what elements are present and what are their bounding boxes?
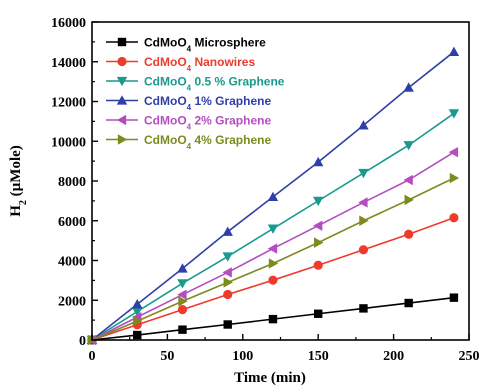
- data-point: [314, 237, 324, 248]
- data-point: [177, 289, 187, 300]
- data-point: [177, 279, 188, 289]
- x-axis-title: Time (min): [234, 370, 306, 386]
- data-point: [403, 141, 414, 151]
- data-point: [403, 82, 414, 92]
- data-point: [314, 309, 323, 318]
- data-point: [267, 224, 279, 234]
- data-point: [222, 267, 232, 278]
- legend-marker: [116, 95, 128, 105]
- data-point: [404, 194, 414, 206]
- x-tick-label: 100: [232, 349, 253, 364]
- data-point: [358, 120, 369, 130]
- data-point: [223, 320, 232, 329]
- data-point: [404, 298, 413, 308]
- data-point: [448, 146, 459, 158]
- legend-item: CdMoO4 Nanowires: [106, 55, 255, 73]
- legend-item: CdMoO4 2% Graphene: [106, 114, 271, 132]
- legend-item: CdMoO4 0.5 % Graphene: [106, 75, 285, 93]
- series-3: [86, 46, 460, 345]
- data-point: [267, 243, 278, 254]
- y-tick-label: 6000: [58, 215, 86, 230]
- data-point: [313, 220, 323, 231]
- data-point: [268, 314, 278, 324]
- legend-marker: [116, 76, 128, 87]
- data-point: [178, 325, 187, 334]
- data-point: [268, 258, 279, 269]
- y-tick-label: 16000: [51, 16, 86, 31]
- legend-label: CdMoO4 4% Graphene: [144, 133, 271, 151]
- legend-marker: [117, 56, 127, 67]
- data-point: [359, 304, 368, 313]
- data-point: [448, 46, 460, 56]
- data-point: [313, 156, 324, 167]
- data-point: [267, 191, 279, 202]
- data-point: [268, 275, 278, 285]
- data-point: [358, 168, 369, 179]
- legend-marker: [117, 37, 127, 47]
- x-tick-label: 250: [459, 349, 480, 364]
- x-tick-label: 50: [160, 349, 174, 364]
- legend-marker: [117, 134, 128, 145]
- data-point: [222, 252, 233, 262]
- data-point: [404, 229, 414, 239]
- legend-marker: [116, 114, 127, 126]
- data-point: [313, 196, 324, 207]
- data-point: [449, 172, 460, 184]
- data-point: [132, 299, 143, 309]
- y-tick-label: 10000: [51, 135, 86, 150]
- legend-item: CdMoO4 4% Graphene: [106, 133, 271, 151]
- legend-item: CdMoO4 Microsphere: [106, 36, 266, 54]
- data-point: [358, 197, 368, 208]
- data-point: [359, 215, 369, 226]
- y-tick-label: 8000: [58, 175, 86, 190]
- legend-label: CdMoO4 Microsphere: [144, 36, 266, 54]
- legend-label: CdMoO4 Nanowires: [144, 55, 255, 73]
- legend-label: CdMoO4 0.5 % Graphene: [144, 75, 285, 93]
- data-point: [133, 330, 142, 340]
- data-point: [177, 304, 188, 315]
- data-point: [133, 315, 143, 327]
- data-point: [449, 213, 459, 223]
- data-point: [403, 174, 413, 186]
- data-point: [178, 296, 188, 307]
- data-point: [223, 289, 233, 300]
- x-tick-label: 0: [89, 349, 96, 364]
- legend-label: CdMoO4 2% Graphene: [144, 114, 271, 132]
- legend-label: CdMoO4 1% Graphene: [144, 94, 271, 112]
- data-point: [448, 109, 460, 119]
- y-tick-label: 2000: [58, 294, 86, 309]
- x-tick-label: 150: [308, 349, 329, 364]
- data-point: [223, 277, 233, 288]
- ticks-layer: 0 50 100 150 200 250 0 2000 4000 6000 8000 10000 120…: [51, 16, 480, 364]
- series-4: [86, 146, 459, 346]
- data-point: [449, 293, 459, 302]
- legend-item: CdMoO4 1% Graphene: [106, 94, 271, 112]
- series-5: [87, 172, 460, 346]
- data-point: [313, 260, 323, 270]
- series-2: [86, 109, 460, 346]
- y-axis-title: H2 (µMole): [8, 145, 29, 217]
- series-layer: [86, 46, 460, 346]
- data-point: [177, 263, 188, 273]
- data-point: [132, 307, 143, 317]
- y-tick-label: 12000: [51, 96, 86, 111]
- x-tick-label: 200: [383, 349, 404, 364]
- y-tick-label: 14000: [51, 56, 86, 71]
- y-tick-label: 0: [79, 334, 86, 349]
- data-point: [358, 245, 369, 255]
- y-tick-label: 4000: [58, 255, 86, 270]
- data-point: [222, 226, 233, 236]
